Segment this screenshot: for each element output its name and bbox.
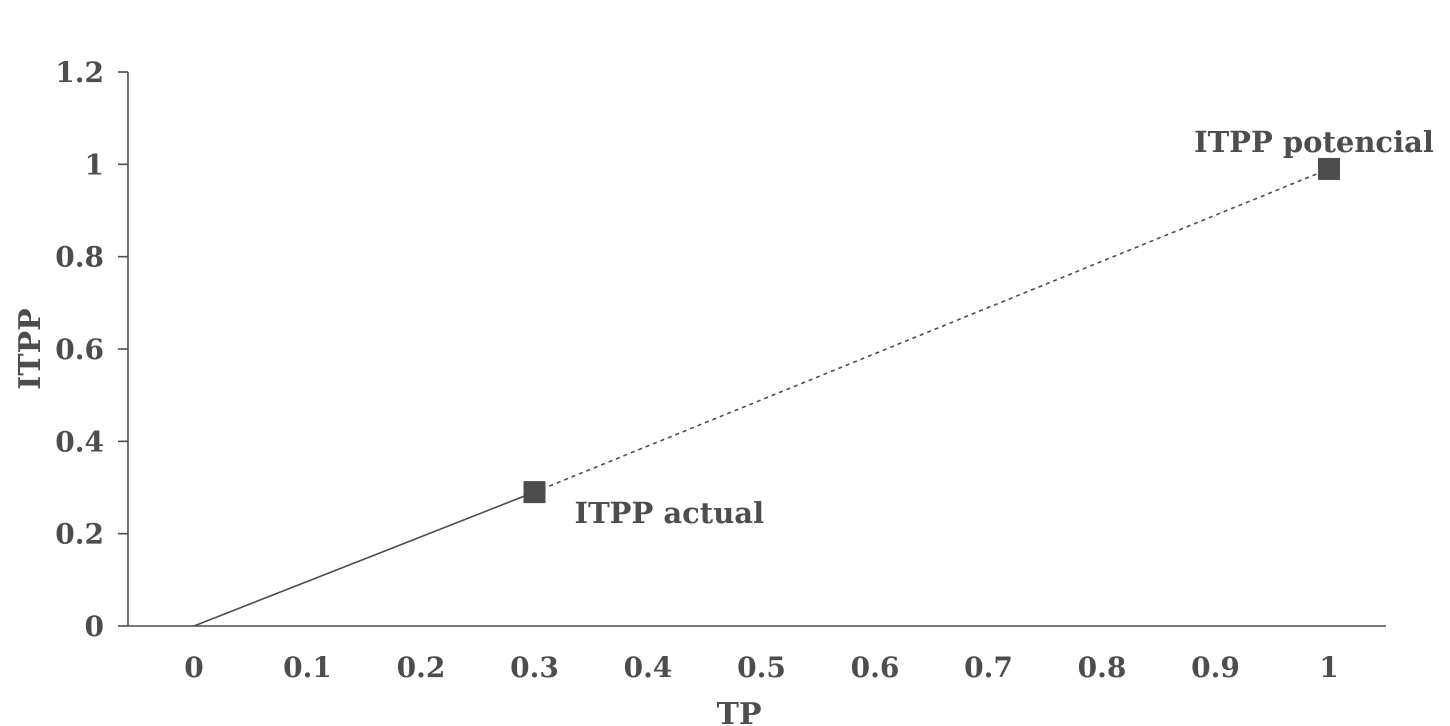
y-tick-label: 1 [85,148,104,181]
y-tick-label: 0 [85,610,104,643]
y-axis-title: ITPP [13,308,48,389]
point-label: ITPP actual [575,496,765,530]
square-marker [523,481,546,504]
y-tick-label: 0.6 [55,333,104,366]
x-tick-label: 0.8 [1078,651,1127,684]
x-tick-label: 0.4 [624,651,673,684]
solid-series-line [193,491,535,627]
y-tick-label: 0.2 [55,518,104,551]
square-marker [1318,157,1340,180]
markers [523,157,1340,504]
series-lines [193,168,1330,627]
y-tick-label: 1.2 [55,56,104,89]
x-tick-label: 0.6 [851,651,900,684]
x-tick-label: 0.3 [510,651,559,684]
x-tick-label: 1 [1319,651,1338,684]
x-tick-label: 0.7 [964,651,1013,684]
y-tick-label: 0.8 [55,241,104,274]
dashed-series-line [534,168,1330,493]
x-tick-label: 0.5 [737,651,786,684]
x-tick-label: 0.2 [397,651,446,684]
point-label: ITPP potencial [1194,125,1434,159]
labels: ITPP actual ITPP potencial [575,125,1434,530]
x-tick-label: 0.1 [283,651,332,684]
x-tick-label: 0.9 [1191,651,1240,684]
y-tick-label: 0.4 [55,425,104,458]
axes: 0 0.2 0.4 0.6 0.8 1 1.2 0 0.1 0.2 0.3 0.4 0.5 0.6 0.7 0… [55,56,1386,684]
x-tick-label: 0 [184,651,203,684]
x-axis-title: TP [717,697,762,726]
